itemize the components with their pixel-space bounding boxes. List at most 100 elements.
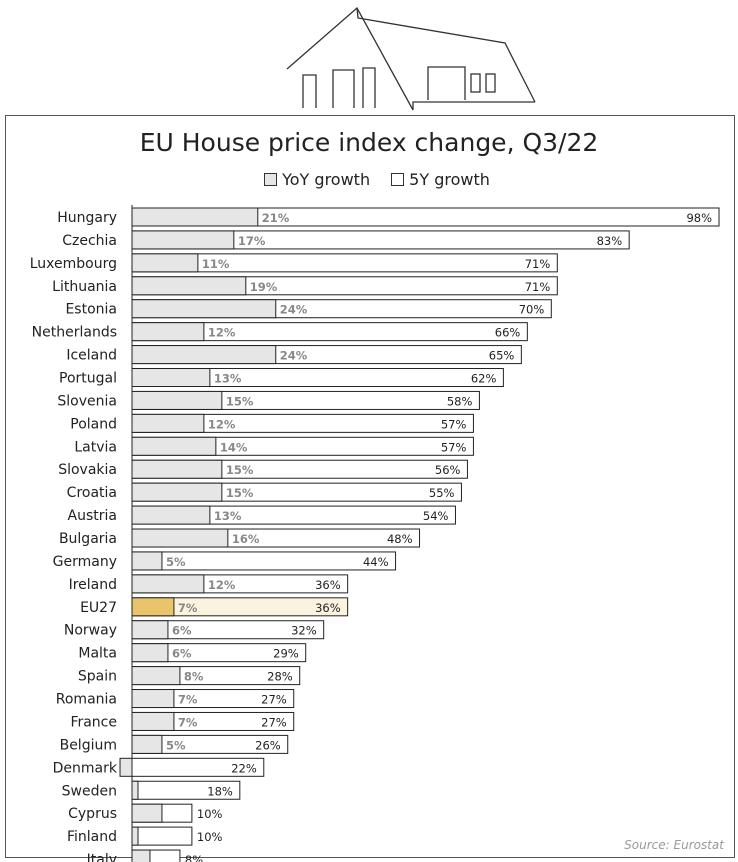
5y-data-label: 71%: [525, 257, 551, 271]
bar-yoy: [131, 322, 205, 342]
yoy-data-label: 6%: [172, 624, 192, 638]
5y-data-label: 8%: [185, 853, 203, 862]
5y-data-label: 36%: [315, 601, 341, 615]
category-label: Germany: [53, 554, 117, 570]
yoy-data-label: 11%: [202, 257, 230, 271]
category-label: Slovakia: [58, 462, 117, 478]
5y-data-label: 22%: [231, 761, 257, 775]
bar-yoy: [119, 757, 133, 777]
category-label: Portugal: [59, 371, 117, 387]
chart-title: EU House price index change, Q3/22: [139, 128, 599, 157]
5y-data-label: 28%: [267, 670, 293, 684]
category-label: Poland: [70, 416, 117, 432]
5y-data-label: 27%: [261, 693, 287, 707]
yoy-data-label: 14%: [220, 440, 248, 454]
5y-data-label: 56%: [435, 463, 461, 477]
5y-data-label: 57%: [441, 440, 467, 454]
yoy-data-label: 7%: [178, 601, 198, 615]
category-label: Luxembourg: [30, 256, 117, 272]
category-label: France: [70, 714, 117, 730]
bar-yoy: [131, 597, 175, 617]
bar-yoy: [131, 528, 229, 548]
5y-data-label: 66%: [495, 326, 521, 340]
5y-data-label: 83%: [597, 234, 623, 248]
bar-yoy: [131, 826, 139, 846]
bar-yoy: [131, 620, 169, 640]
bar-yoy: [131, 780, 139, 800]
yoy-data-label: 24%: [280, 303, 308, 317]
yoy-data-label: 7%: [178, 693, 198, 707]
category-label: EU27: [80, 600, 117, 616]
category-label: Cyprus: [68, 806, 117, 822]
bar-yoy: [131, 689, 175, 709]
category-label: Austria: [68, 508, 117, 524]
5y-data-label: 71%: [525, 280, 551, 294]
yoy-data-label: 7%: [178, 715, 198, 729]
legend: YoY growth 5Y growth: [0, 170, 738, 189]
5y-data-label: 98%: [686, 211, 712, 225]
bar-yoy: [131, 711, 175, 731]
yoy-data-label: 5%: [166, 555, 186, 569]
category-label: Netherlands: [32, 325, 117, 341]
yoy-data-label: 19%: [250, 280, 278, 294]
bar-yoy: [131, 849, 151, 862]
5y-data-label: 65%: [489, 349, 515, 363]
bar-yoy: [131, 276, 247, 296]
yoy-data-label: 17%: [238, 234, 266, 248]
5y-data-label: 62%: [471, 372, 497, 386]
category-label: Norway: [64, 623, 117, 639]
category-label: Latvia: [74, 439, 117, 455]
category-label: Romania: [56, 692, 117, 708]
bar-yoy: [131, 574, 205, 594]
5y-data-label: 26%: [255, 738, 281, 752]
5y-data-label: 58%: [447, 394, 473, 408]
bar-yoy: [131, 390, 223, 410]
legend-label-yoy: YoY growth: [282, 170, 371, 189]
5y-data-label: 57%: [441, 417, 467, 431]
yoy-data-label: 24%: [280, 349, 308, 363]
category-label: Sweden: [62, 783, 117, 799]
bar-yoy: [131, 230, 235, 250]
category-label: Belgium: [60, 737, 117, 753]
bar-yoy: [131, 551, 163, 571]
category-label: Slovenia: [57, 393, 117, 409]
5y-data-label: 29%: [273, 647, 299, 661]
bar-yoy: [131, 803, 163, 823]
bar-yoy: [131, 207, 259, 227]
bar-yoy: [131, 345, 277, 365]
bar-yoy: [131, 368, 211, 388]
yoy-data-label: 13%: [214, 509, 242, 523]
yoy-data-label: 21%: [262, 211, 290, 225]
bar-yoy: [131, 666, 181, 686]
yoy-data-label: 12%: [208, 417, 236, 431]
bar-yoy: [131, 436, 217, 456]
category-label: Croatia: [67, 485, 117, 501]
5y-data-label: 36%: [315, 578, 341, 592]
category-label: Spain: [78, 669, 117, 685]
5y-data-label: 10%: [197, 807, 223, 821]
5y-data-label: 48%: [387, 532, 413, 546]
house-illustration: [286, 6, 536, 111]
yoy-data-label: 6%: [172, 647, 192, 661]
yoy-data-label: 13%: [214, 372, 242, 386]
source-note: Source: Eurostat: [624, 838, 724, 852]
bar-yoy: [131, 505, 211, 525]
5y-data-label: 55%: [429, 486, 455, 500]
yoy-data-label: 15%: [226, 486, 254, 500]
category-label: Ireland: [69, 577, 117, 593]
bar-yoy: [131, 459, 223, 479]
category-label: Iceland: [66, 348, 117, 364]
bar-yoy: [131, 299, 277, 319]
bar-yoy: [131, 643, 169, 663]
5y-data-label: 44%: [363, 555, 389, 569]
yoy-data-label: 12%: [208, 578, 236, 592]
5y-data-label: 18%: [207, 784, 233, 798]
5y-data-label: 32%: [291, 624, 317, 638]
bar-yoy: [131, 253, 199, 273]
category-label: Czechia: [62, 233, 117, 249]
legend-swatch-yoy: [264, 173, 278, 186]
category-label: Lithuania: [52, 279, 117, 295]
bar-5y: [131, 826, 193, 846]
bar-yoy: [131, 734, 163, 754]
